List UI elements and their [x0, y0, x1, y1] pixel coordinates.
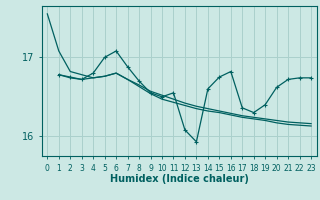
- X-axis label: Humidex (Indice chaleur): Humidex (Indice chaleur): [110, 174, 249, 184]
